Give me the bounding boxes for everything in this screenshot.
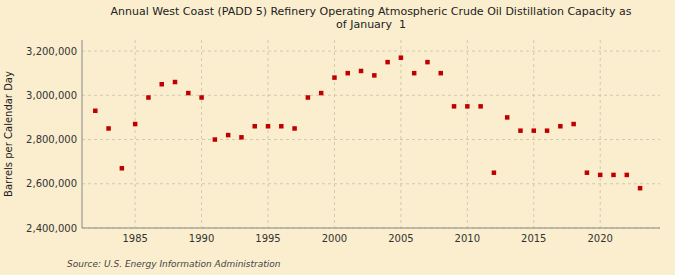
- y-grid-line: [82, 95, 660, 96]
- title-line: of January 1: [336, 18, 406, 31]
- point: [625, 173, 630, 178]
- point: [199, 95, 204, 100]
- source: Source: U.S. Energy Information Administ…: [67, 259, 281, 269]
- point: [492, 170, 497, 175]
- x-grid-line: [600, 40, 601, 228]
- title: Annual West Coast (PADD 5) Refinery Oper…: [111, 5, 632, 31]
- x-tick-label: 2020: [587, 233, 612, 244]
- y-tick-label: 2,600,000: [26, 178, 77, 189]
- x-tick-label: 1995: [255, 233, 280, 244]
- point: [106, 126, 111, 130]
- point: [93, 109, 98, 114]
- point: [518, 128, 523, 133]
- x-grid-line: [533, 40, 534, 228]
- point: [226, 133, 231, 138]
- point: [252, 124, 257, 128]
- point: [439, 71, 444, 76]
- x-tick-label: 2000: [322, 233, 347, 244]
- point: [545, 128, 550, 133]
- x-grid-line: [268, 40, 269, 228]
- point: [186, 91, 191, 96]
- point: [465, 104, 470, 109]
- point: [279, 124, 284, 128]
- y-tick-label: 2,400,000: [26, 223, 77, 234]
- x-grid-line: [135, 40, 136, 228]
- point: [306, 95, 311, 100]
- point: [505, 115, 510, 120]
- x-tick-label: 2010: [455, 233, 480, 244]
- x-tick-label: 1990: [189, 233, 214, 244]
- point: [412, 71, 417, 76]
- point: [173, 80, 178, 85]
- point: [292, 126, 297, 130]
- point: [146, 95, 151, 100]
- point: [611, 173, 616, 178]
- title-line: Annual West Coast (PADD 5) Refinery Oper…: [111, 5, 632, 18]
- y-grid-line: [82, 183, 660, 184]
- point: [558, 124, 563, 128]
- grid: [82, 40, 660, 228]
- point: [159, 82, 164, 87]
- y-axis-line: [82, 40, 83, 228]
- y-tick-label: 3,000,000: [26, 90, 77, 101]
- y-axis-label: Barrels per Calendar Day: [3, 71, 14, 197]
- y-tick-label: 2,800,000: [26, 134, 77, 145]
- y-grid-line: [82, 51, 660, 52]
- x-grid-line: [467, 40, 468, 228]
- point: [638, 186, 643, 191]
- point: [598, 173, 603, 178]
- point: [133, 122, 138, 127]
- point: [213, 137, 218, 142]
- point: [120, 166, 125, 171]
- point: [345, 71, 350, 76]
- point: [399, 55, 404, 60]
- point: [425, 60, 430, 65]
- points: [93, 55, 642, 190]
- x-axis-line: [82, 228, 660, 229]
- point: [239, 135, 244, 140]
- x-grid-line: [400, 40, 401, 228]
- y-tick-label: 3,200,000: [26, 46, 77, 57]
- point: [478, 104, 483, 109]
- chart: Annual West Coast (PADD 5) Refinery Oper…: [0, 0, 675, 275]
- point: [532, 128, 537, 133]
- x-tick-label: 1985: [122, 233, 147, 244]
- point: [372, 73, 377, 78]
- point: [319, 91, 324, 96]
- x-tick-label: 2015: [521, 233, 546, 244]
- point: [585, 170, 590, 175]
- x-tick-label: 2005: [388, 233, 413, 244]
- point: [332, 75, 337, 80]
- x-grid-line: [334, 40, 335, 228]
- x-grid-line: [201, 40, 202, 228]
- y-grid-line: [82, 139, 660, 140]
- point: [571, 122, 576, 127]
- point: [266, 124, 271, 128]
- point: [385, 60, 390, 65]
- y-grid-line: [82, 228, 660, 229]
- point: [359, 69, 364, 74]
- point: [452, 104, 457, 109]
